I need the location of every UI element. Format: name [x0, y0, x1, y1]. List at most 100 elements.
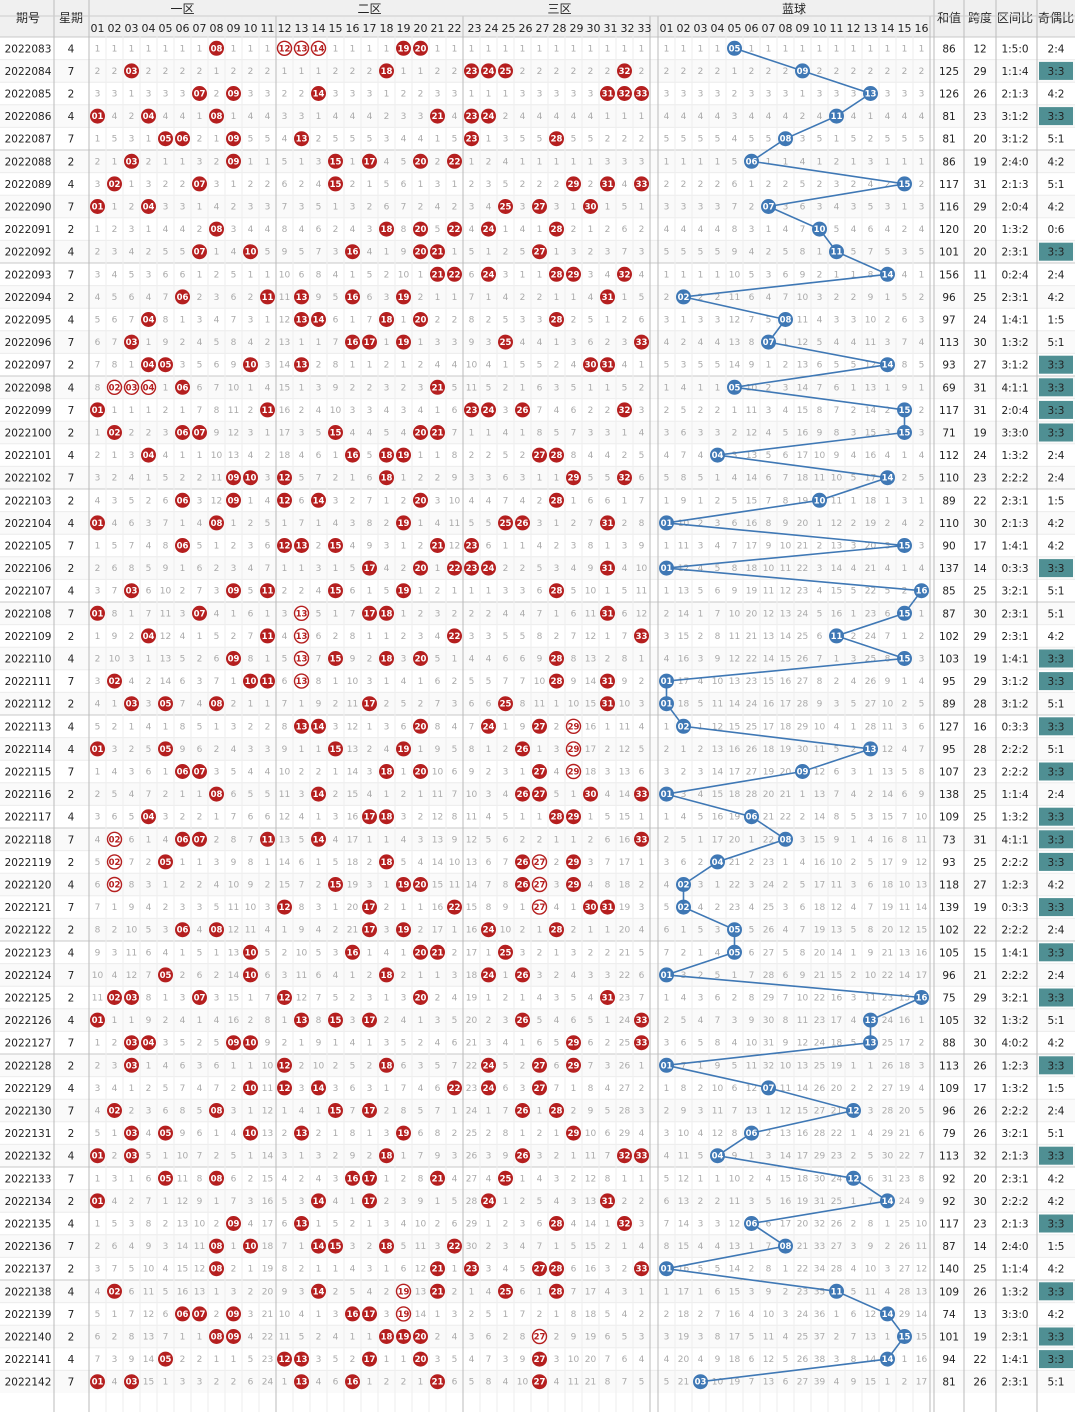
omission-count: 3 — [112, 1174, 118, 1184]
omission-count: 18 — [831, 1039, 843, 1049]
omission-count: 1 — [766, 1107, 772, 1117]
omission-count: 3 — [384, 722, 390, 732]
omission-count: 1 — [664, 1084, 670, 1094]
span-value: 31 — [973, 179, 986, 191]
weekday: 7 — [68, 405, 75, 417]
red-ball-number: 09 — [228, 90, 240, 100]
omission-count: 2 — [299, 406, 305, 416]
omission-count: 9 — [919, 1197, 925, 1207]
omission-count: 4 — [851, 112, 857, 122]
omission-count: 5 — [265, 790, 271, 800]
red-ball-number: 15 — [330, 180, 342, 190]
weekday: 2 — [68, 428, 75, 440]
omission-count: 11 — [763, 587, 774, 597]
omission-count: 1 — [605, 316, 611, 326]
weekday: 2 — [68, 789, 75, 801]
weekday: 7 — [68, 337, 75, 349]
omission-count: 1 — [554, 609, 560, 619]
omission-count: 3 — [639, 1333, 645, 1343]
omission-count: 3 — [885, 1265, 891, 1275]
omission-count: 2 — [817, 67, 823, 77]
omission-count: 4 — [146, 293, 152, 303]
omission-count: 1 — [664, 722, 670, 732]
red-ball-number: 26 — [517, 745, 529, 755]
omission-count: 2 — [180, 881, 186, 891]
header-number: 11 — [830, 22, 844, 35]
omission-count: 5 — [537, 1016, 543, 1026]
omission-count: 2 — [248, 519, 254, 529]
omission-count: 3 — [571, 542, 577, 552]
omission-count: 5 — [333, 293, 339, 303]
omission-count: 2 — [248, 293, 254, 303]
omission-count: 8 — [469, 316, 475, 326]
red-ball-number: 05 — [160, 1129, 172, 1139]
omission-count: 1 — [333, 1039, 339, 1049]
table-row-content: 2022140 2 101 19 2:3:1 3:36 2 8 13 7 1 1 4 22 11 5 2 4 1 1 2… — [5, 1327, 1073, 1346]
red-ball — [549, 266, 564, 282]
omission-count: 11 — [449, 519, 460, 529]
red-ball-number: 20 — [415, 316, 427, 326]
red-ball-number: 05 — [160, 858, 172, 868]
omission-count: 4 — [214, 881, 220, 891]
omission-count: 1 — [146, 225, 152, 235]
sum-value: 86 — [942, 43, 956, 55]
red-ball-number: 28 — [551, 225, 563, 235]
omission-count: 18 — [729, 790, 741, 800]
omission-count: 4 — [129, 474, 135, 484]
omission-count: 11 — [746, 1061, 757, 1071]
red-ball-number: 25 — [500, 519, 512, 529]
omission-count: 2 — [299, 587, 305, 597]
omission-count: 2 — [180, 813, 186, 823]
red-ball-number: 01 — [92, 745, 104, 755]
odd-even-value: 3:3 — [1048, 1332, 1065, 1344]
sum-value: 103 — [939, 654, 959, 666]
omission-count: 1 — [316, 112, 322, 122]
omission-count: 1 — [112, 700, 118, 710]
omission-count: 12 — [228, 429, 239, 439]
omission-count: 3 — [384, 1129, 390, 1139]
omission-count: 3 — [197, 1378, 203, 1388]
omission-count: 3 — [367, 406, 373, 416]
omission-count: 19 — [763, 768, 775, 778]
omission-count: 4 — [554, 768, 560, 778]
omission-count: 4 — [180, 112, 186, 122]
omission-count: 5 — [554, 429, 560, 439]
blue-ball-number: 07 — [763, 203, 775, 213]
header-number: 30 — [587, 22, 601, 35]
omission-count: 29 — [797, 722, 809, 732]
omission-count: 1 — [537, 44, 543, 54]
omission-count: 5 — [180, 248, 186, 258]
odd-even-value: 5:1 — [1048, 337, 1065, 349]
omission-count: 4 — [571, 971, 577, 981]
zone-ratio-value: 4:1:1 — [1001, 834, 1028, 846]
omission-count: 5 — [231, 1152, 237, 1162]
omission-count: 13 — [797, 1061, 808, 1071]
red-ball-number: 10 — [245, 474, 257, 484]
omission-count: 5 — [163, 248, 169, 258]
omission-count: 3 — [800, 135, 806, 145]
omission-count: 10 — [619, 700, 631, 710]
omission-count: 9 — [868, 948, 874, 958]
omission-count: 2 — [605, 67, 611, 77]
span-value: 23 — [973, 1219, 986, 1231]
red-ball-repeat-number: 19 — [398, 1310, 410, 1320]
omission-count: 2 — [146, 248, 152, 258]
omission-count: 7 — [231, 1197, 237, 1207]
red-ball-number: 27 — [534, 248, 546, 258]
omission-count: 3 — [418, 835, 424, 845]
omission-count: 3 — [639, 1107, 645, 1117]
omission-count: 2 — [537, 835, 543, 845]
omission-count: 14 — [831, 564, 843, 574]
omission-count: 9 — [851, 1378, 857, 1388]
omission-count: 2 — [639, 225, 645, 235]
omission-count: 5 — [112, 542, 118, 552]
omission-count: 17 — [729, 768, 740, 778]
omission-count: 4 — [715, 542, 721, 552]
red-ball-number: 15 — [330, 157, 342, 167]
omission-count: 4 — [902, 519, 908, 529]
omission-count: 5 — [639, 451, 645, 461]
sum-value: 95 — [942, 676, 955, 688]
red-ball-number: 29 — [568, 474, 580, 484]
omission-count: 2 — [851, 745, 857, 755]
odd-even-highlight — [1039, 1056, 1073, 1075]
